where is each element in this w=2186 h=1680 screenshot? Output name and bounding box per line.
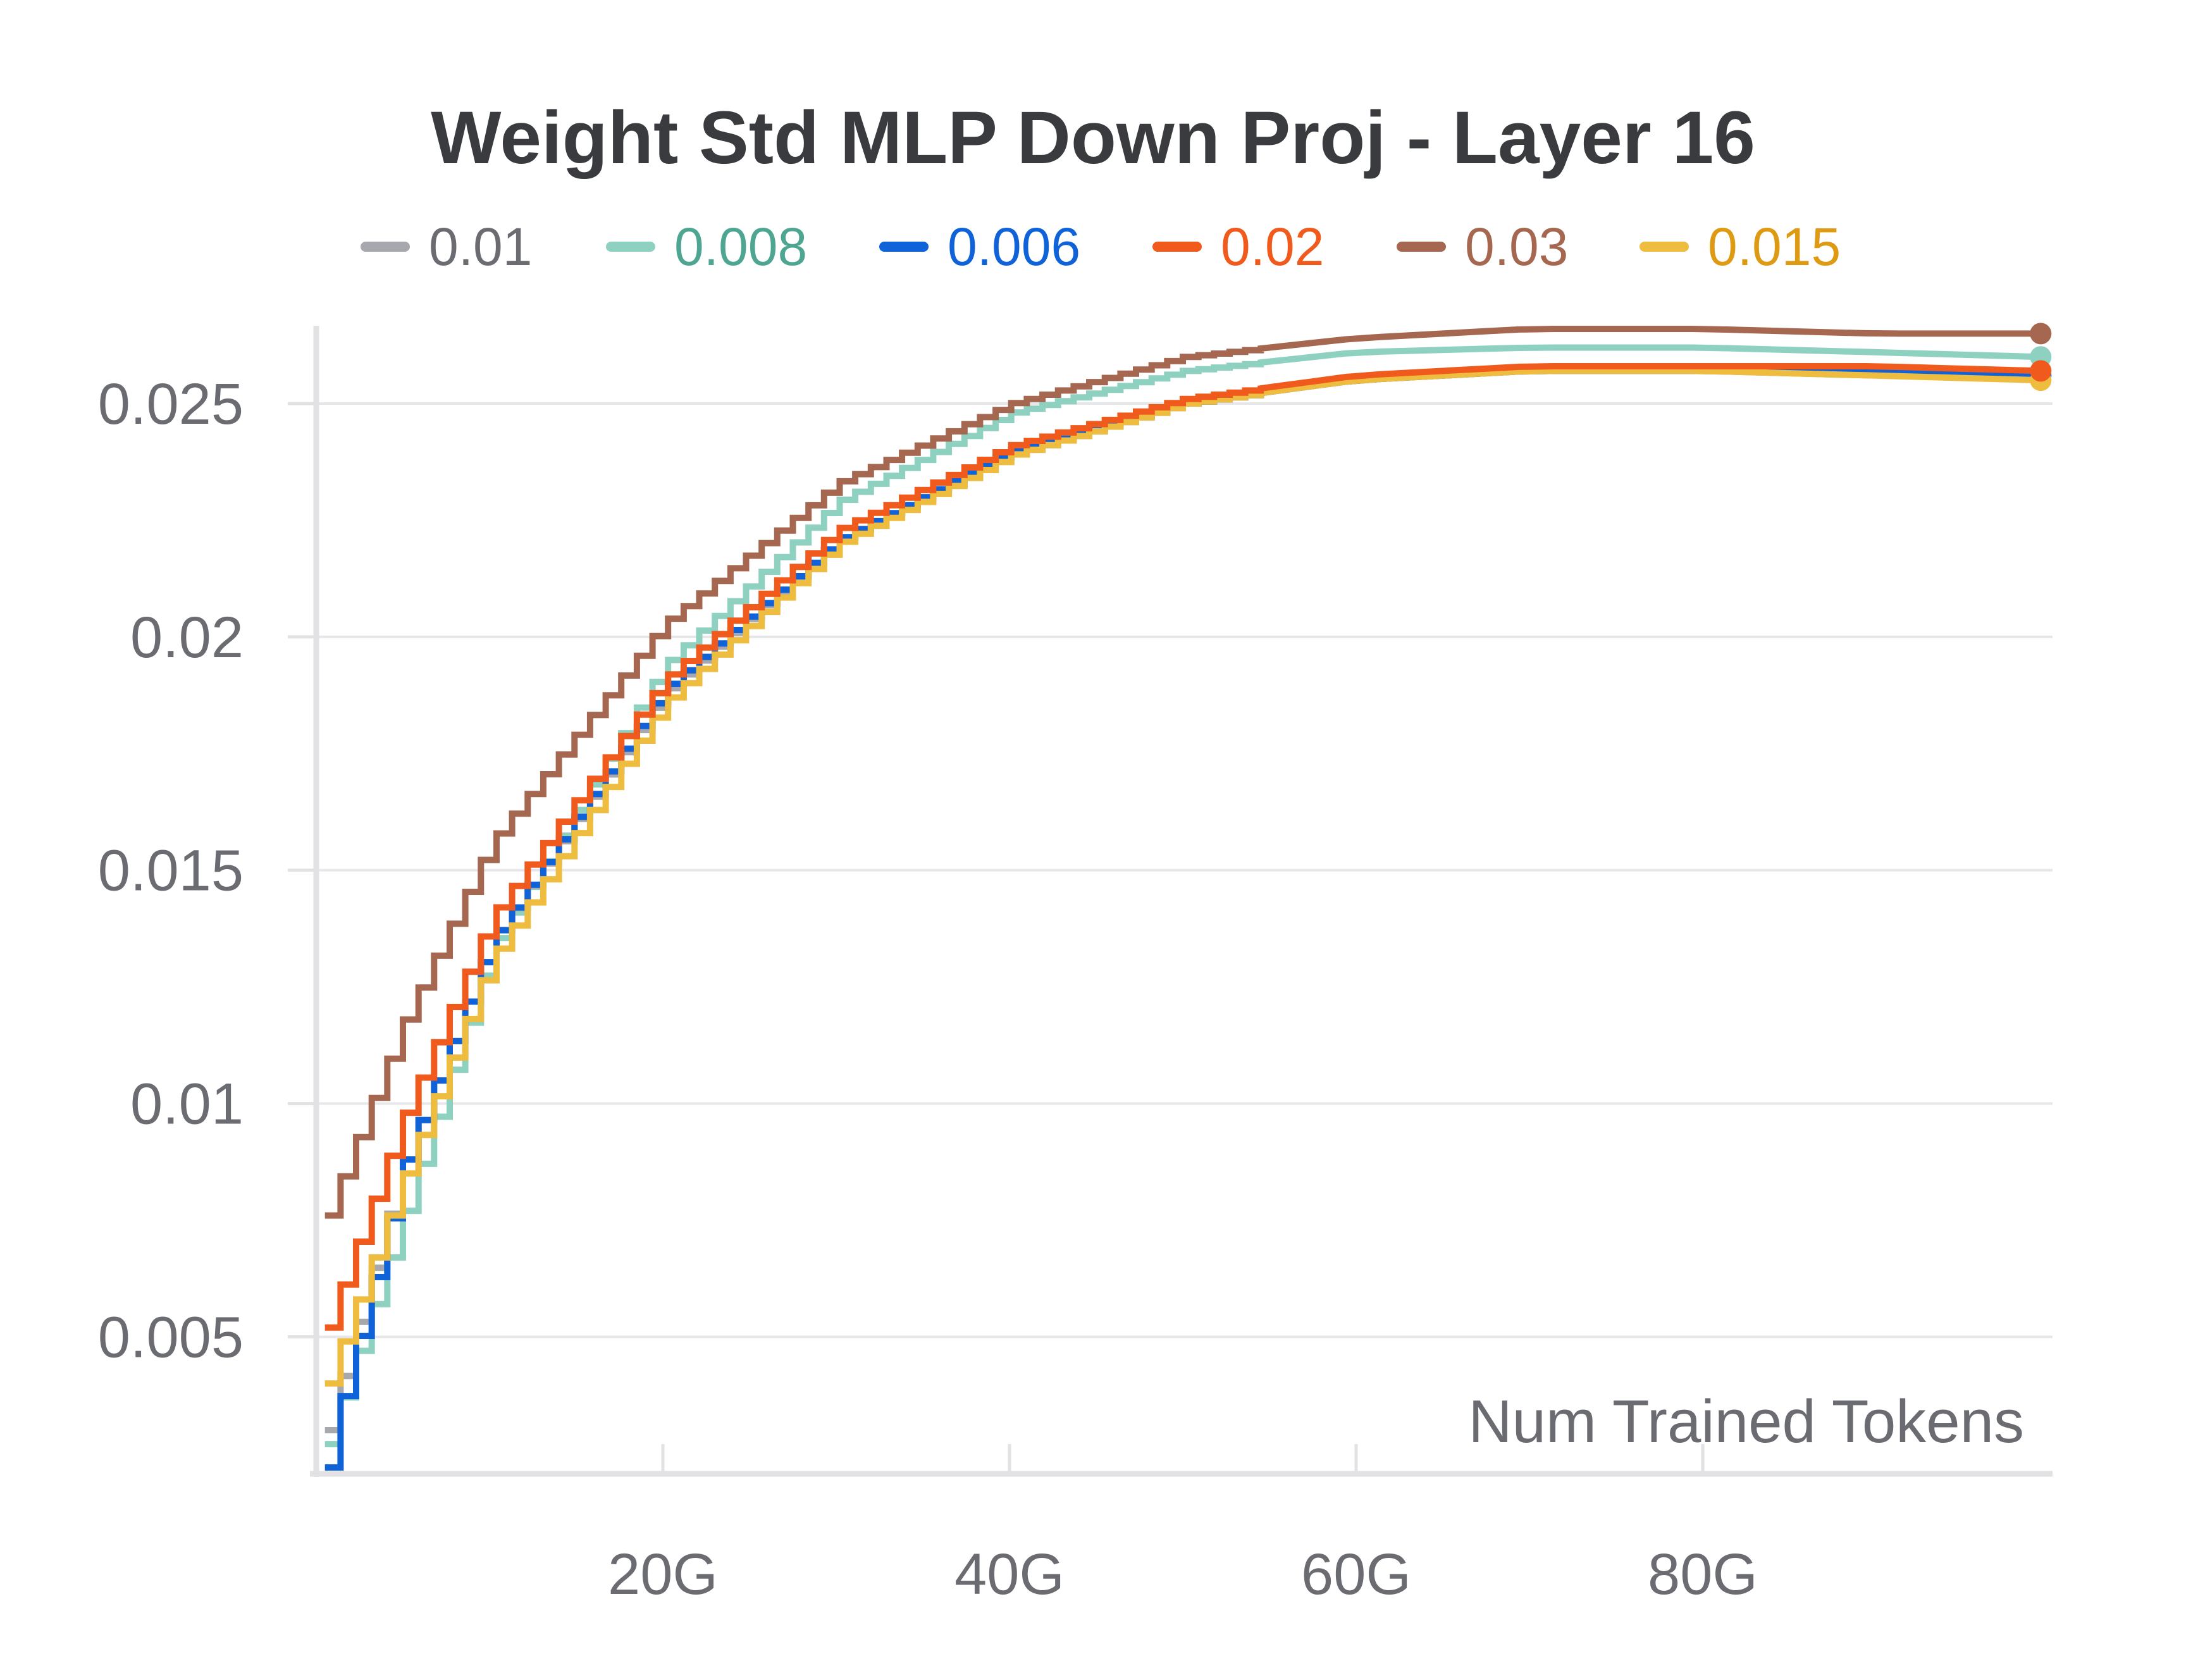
series-line-0.01 <box>324 368 2041 1433</box>
series-end-marker-0.02 <box>2030 360 2052 382</box>
x-tick-label: 40G <box>954 1542 1065 1607</box>
y-tick-label: 0.025 <box>98 372 244 436</box>
legend-swatch <box>1152 242 1202 252</box>
legend-label: 0.008 <box>674 216 808 276</box>
y-tick-label: 0.005 <box>98 1305 244 1369</box>
y-tick-label: 0.01 <box>130 1072 244 1137</box>
x-tick-label: 60G <box>1301 1542 1411 1607</box>
y-ticks: 0.005 0.01 0.015 0.02 0.025 <box>98 372 316 1369</box>
grid <box>316 402 2053 1338</box>
y-tick-label: 0.02 <box>130 605 244 670</box>
legend-label: 0.015 <box>1708 216 1841 276</box>
series-end-marker-0.03 <box>2030 323 2052 345</box>
x-tick-label: 20G <box>608 1542 718 1607</box>
x-axis-label: Num Trained Tokens <box>1468 1388 2024 1455</box>
series-line-0.03 <box>324 326 2041 1219</box>
legend-item-0.01[interactable]: 0.01 <box>361 212 533 281</box>
legend-label: 0.006 <box>948 216 1081 276</box>
x-tick-label: 80G <box>1648 1542 1758 1607</box>
legend-swatch <box>1397 242 1446 252</box>
legend-item-0.008[interactable]: 0.008 <box>606 212 807 281</box>
legend: 0.01 0.008 0.006 0.02 0.03 0.015 <box>0 212 2186 281</box>
series <box>324 323 2052 1471</box>
legend-item-0.02[interactable]: 0.02 <box>1152 212 1325 281</box>
series-line-0.015 <box>324 368 2041 1387</box>
legend-item-0.015[interactable]: 0.015 <box>1640 212 1841 281</box>
legend-swatch <box>1640 242 1689 252</box>
legend-item-0.03[interactable]: 0.03 <box>1397 212 1569 281</box>
legend-swatch <box>361 242 410 252</box>
series-line-0.02 <box>324 363 2041 1331</box>
legend-label: 0.02 <box>1221 216 1325 276</box>
axes <box>310 326 2053 1477</box>
chart-title: Weight Std MLP Down Proj - Layer 16 <box>431 96 1755 180</box>
legend-label: 0.01 <box>429 216 533 276</box>
legend-label: 0.03 <box>1465 216 1569 276</box>
legend-swatch <box>606 242 655 252</box>
y-tick-label: 0.015 <box>98 839 244 903</box>
legend-swatch <box>879 242 929 252</box>
series-line-0.008 <box>324 344 2041 1448</box>
legend-item-0.006[interactable]: 0.006 <box>879 212 1080 281</box>
x-ticks: 20G 40G 60G 80G <box>608 1444 1758 1607</box>
series-line-0.006 <box>324 368 2041 1471</box>
